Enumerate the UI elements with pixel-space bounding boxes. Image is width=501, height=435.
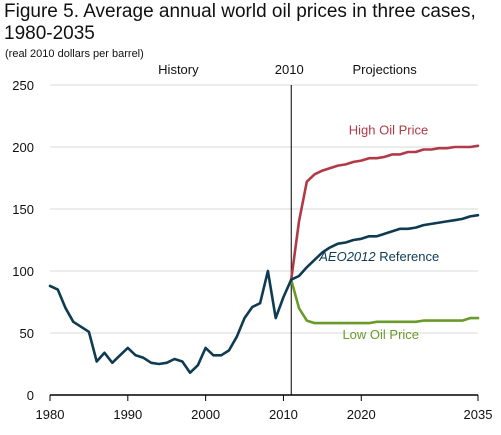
projections-label: Projections [352, 62, 417, 77]
chart-title-line-1: Figure 5. Average annual world oil price… [4, 1, 476, 22]
x-tick-label-1990: 1990 [113, 407, 142, 422]
series-line-reference [289, 213, 480, 281]
y-tick-label-250: 250 [12, 78, 34, 93]
x-tick-label-2035: 2035 [464, 407, 493, 422]
series-label-reference: AEO2012 Reference [318, 249, 439, 264]
series-label-high: High Oil Price [349, 123, 428, 138]
y-tick-label-200: 200 [12, 140, 34, 155]
y-tick-label-50: 50 [20, 326, 34, 341]
divider-label: 2010 [275, 62, 304, 77]
chart-subtitle: (real 2010 dollars per barrel) [5, 48, 144, 60]
x-tick-label-2020: 2020 [347, 407, 376, 422]
history-label: History [158, 62, 199, 77]
y-tick-label-0: 0 [27, 388, 34, 403]
series-label-reference-italic: AEO2012 [318, 249, 376, 264]
chart-title: Figure 5. Average annual world oil price… [4, 1, 476, 45]
x-tick-label-1980: 1980 [36, 407, 65, 422]
series-line-history [48, 269, 293, 374]
y-tick-label-100: 100 [12, 264, 34, 279]
series-label-low: Low Oil Price [342, 327, 419, 342]
chart-title-line-2: 1980-2035 [4, 23, 95, 44]
y-tick-label-150: 150 [12, 202, 34, 217]
x-tick-label-2000: 2000 [191, 407, 220, 422]
x-tick-label-2010: 2010 [269, 407, 298, 422]
series-line-high [289, 144, 480, 281]
series-line-low [289, 278, 480, 325]
series-label-reference-rest: Reference [376, 249, 440, 264]
